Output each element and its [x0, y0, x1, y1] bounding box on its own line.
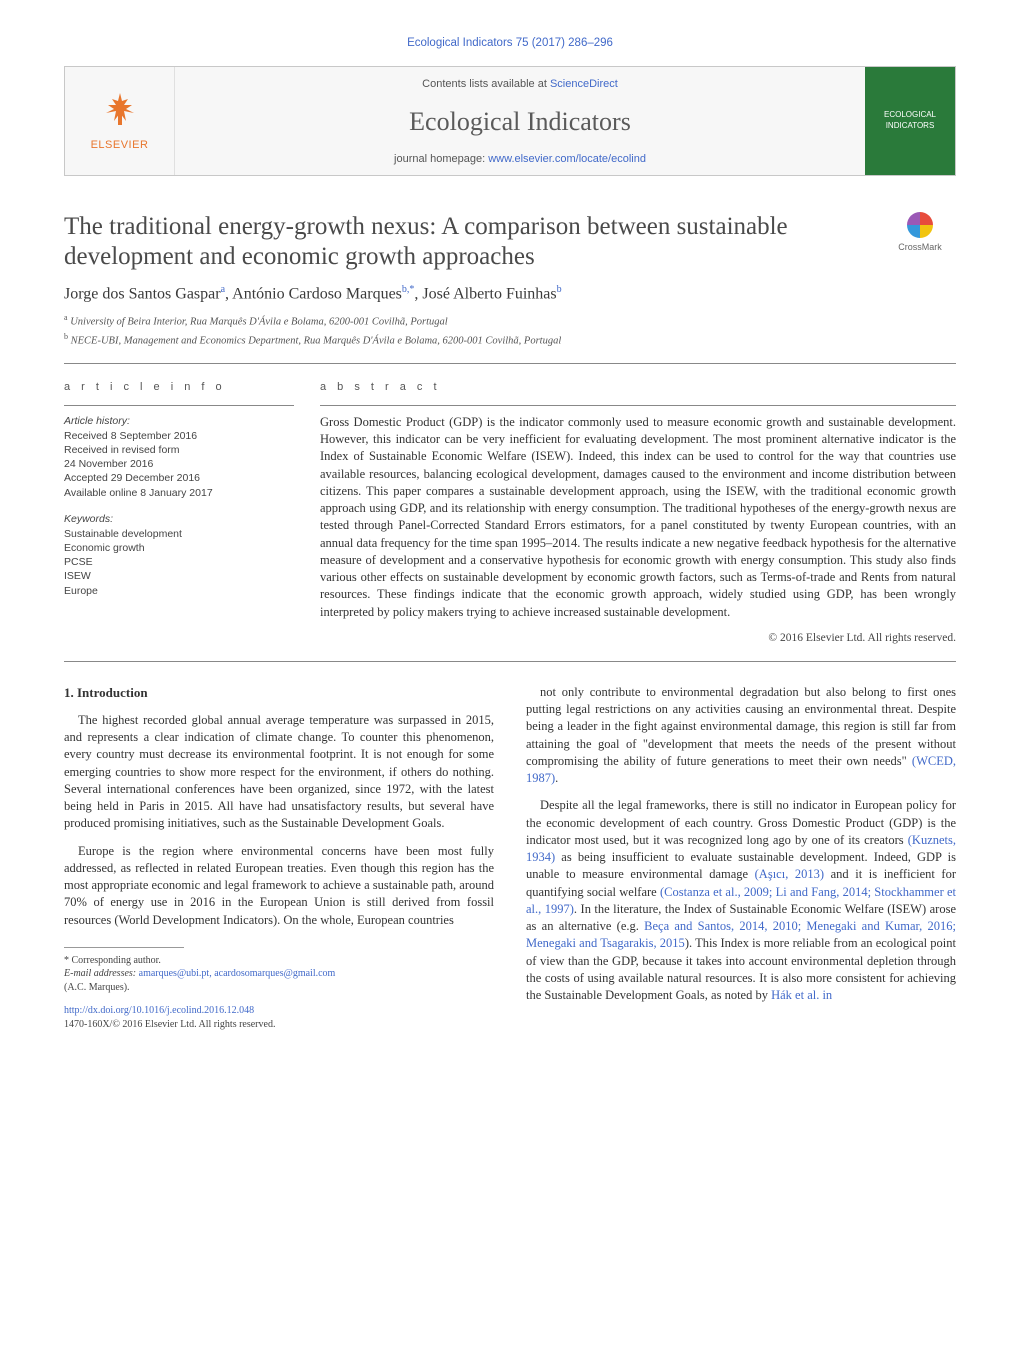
journal-header: ELSEVIER Contents lists available at Sci…	[64, 66, 956, 176]
journal-header-center: Contents lists available at ScienceDirec…	[175, 67, 865, 175]
keyword: Europe	[64, 584, 294, 598]
abstract-copyright: © 2016 Elsevier Ltd. All rights reserved…	[320, 631, 956, 647]
history-line: Available online 8 January 2017	[64, 486, 294, 500]
keywords-head: Keywords:	[64, 512, 294, 526]
body-col-right: not only contribute to environmental deg…	[526, 684, 956, 1031]
title-block: The traditional energy-growth nexus: A c…	[64, 212, 956, 273]
body-paragraph: Despite all the legal frameworks, there …	[526, 797, 956, 1004]
body-paragraph: Europe is the region where environmental…	[64, 843, 494, 929]
history-line: 24 November 2016	[64, 457, 294, 471]
doi-block: http://dx.doi.org/10.1016/j.ecolind.2016…	[64, 1004, 494, 1031]
abstract-label: a b s t r a c t	[320, 380, 956, 395]
body-columns: 1. Introduction The highest recorded glo…	[64, 684, 956, 1031]
abstract-text: Gross Domestic Product (GDP) is the indi…	[320, 414, 956, 621]
author-email-link[interactable]: amarques@ubi.pt, acardosomarques@gmail.c…	[139, 968, 336, 979]
email-owner: (A.C. Marques).	[64, 981, 494, 995]
body-col-left: 1. Introduction The highest recorded glo…	[64, 684, 494, 1031]
sciencedirect-link[interactable]: ScienceDirect	[550, 78, 618, 90]
abstract-block: a b s t r a c t Gross Domestic Product (…	[320, 380, 956, 647]
contents-line: Contents lists available at ScienceDirec…	[422, 77, 618, 92]
elsevier-tree-icon	[100, 89, 140, 136]
history-line: Received in revised form	[64, 443, 294, 457]
keyword: PCSE	[64, 555, 294, 569]
section-heading-intro: 1. Introduction	[64, 684, 494, 702]
divider-bottom	[64, 661, 956, 662]
journal-name: Ecological Indicators	[409, 104, 631, 139]
footnote-separator	[64, 947, 184, 948]
issn-copyright: 1470-160X/© 2016 Elsevier Ltd. All right…	[64, 1018, 494, 1032]
article-title: The traditional energy-growth nexus: A c…	[64, 212, 844, 273]
email-line: E-mail addresses: amarques@ubi.pt, acard…	[64, 967, 494, 981]
homepage-prefix: journal homepage:	[394, 153, 488, 165]
crossmark-badge[interactable]: CrossMark	[884, 212, 956, 253]
doi-link[interactable]: http://dx.doi.org/10.1016/j.ecolind.2016…	[64, 1005, 254, 1016]
corr-author-line: * Corresponding author.	[64, 954, 494, 968]
affiliations: a University of Beira Interior, Rua Marq…	[64, 312, 956, 348]
authors-line: Jorge dos Santos Gaspara, António Cardos…	[64, 283, 956, 305]
info-divider	[64, 405, 294, 406]
affiliation-b: b NECE-UBI, Management and Economics Dep…	[64, 331, 956, 349]
running-citation: Ecological Indicators 75 (2017) 286–296	[64, 36, 956, 52]
journal-cover-thumbnail: ECOLOGICAL INDICATORS	[865, 67, 955, 175]
abstract-divider	[320, 405, 956, 406]
history-line: Received 8 September 2016	[64, 429, 294, 443]
crossmark-label: CrossMark	[898, 242, 942, 252]
contents-prefix: Contents lists available at	[422, 78, 550, 90]
keyword: Sustainable development	[64, 527, 294, 541]
keyword: Economic growth	[64, 541, 294, 555]
body-paragraph: The highest recorded global annual avera…	[64, 712, 494, 833]
homepage-line: journal homepage: www.elsevier.com/locat…	[394, 152, 646, 167]
crossmark-icon	[907, 212, 933, 238]
history-head: Article history:	[64, 414, 294, 428]
history-line: Accepted 29 December 2016	[64, 471, 294, 485]
corresponding-author-footnote: * Corresponding author. E-mail addresses…	[64, 954, 494, 995]
body-paragraph: not only contribute to environmental deg…	[526, 684, 956, 788]
affiliation-a: a University of Beira Interior, Rua Marq…	[64, 312, 956, 330]
publisher-logo-block: ELSEVIER	[65, 67, 175, 175]
info-abstract-row: a r t i c l e i n f o Article history: R…	[64, 364, 956, 661]
article-info-label: a r t i c l e i n f o	[64, 380, 294, 395]
homepage-link[interactable]: www.elsevier.com/locate/ecolind	[488, 153, 646, 165]
article-info-block: a r t i c l e i n f o Article history: R…	[64, 380, 294, 647]
publisher-name: ELSEVIER	[91, 138, 149, 153]
keyword: ISEW	[64, 569, 294, 583]
